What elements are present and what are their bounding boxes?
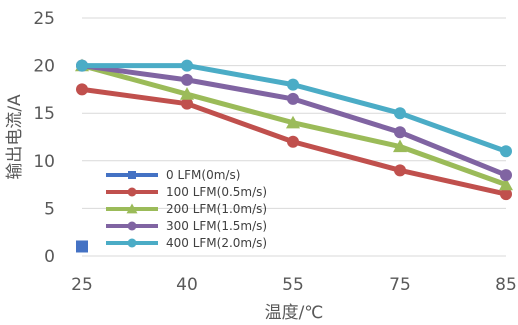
- y-tick-label: 15: [33, 104, 55, 124]
- legend-label: 200 LFM(1.0m/s): [166, 202, 267, 216]
- data-point: [181, 97, 193, 110]
- data-point: [76, 83, 88, 96]
- legend-item: 300 LFM(1.5m/s): [106, 219, 267, 233]
- legend-item: 100 LFM(0.5m/s): [106, 185, 267, 199]
- y-axis-title: 输出电流/A: [5, 94, 25, 180]
- x-axis-title: 温度/℃: [265, 303, 324, 323]
- data-point: [181, 73, 193, 86]
- y-tick-label: 0: [44, 247, 55, 267]
- x-tick-label: 75: [389, 275, 411, 295]
- data-point: [394, 107, 406, 120]
- legend-marker: [127, 187, 137, 197]
- data-point: [500, 188, 512, 201]
- series-4: [76, 59, 512, 158]
- data-point: [286, 115, 300, 129]
- legend-item: 400 LFM(2.0m/s): [106, 236, 267, 250]
- legend-item: 200 LFM(1.0m/s): [106, 202, 267, 216]
- data-point: [76, 240, 88, 253]
- y-tick-label: 25: [33, 9, 55, 29]
- data-point: [393, 139, 407, 153]
- x-tick-label: 85: [495, 275, 517, 295]
- legend-label: 400 LFM(2.0m/s): [166, 236, 267, 250]
- data-point: [287, 78, 299, 91]
- series-1: [76, 83, 512, 201]
- legend-label: 100 LFM(0.5m/s): [166, 185, 267, 199]
- data-point: [500, 145, 512, 158]
- data-point: [76, 59, 88, 72]
- x-tick-label: 25: [71, 275, 93, 295]
- data-point: [181, 59, 193, 72]
- legend-marker: [126, 203, 138, 214]
- legend-label: 0 LFM(0m/s): [166, 168, 240, 182]
- data-point: [394, 126, 406, 139]
- data-point: [287, 92, 299, 105]
- x-tick-label: 40: [176, 275, 198, 295]
- legend-item: 0 LFM(0m/s): [106, 168, 240, 182]
- data-point: [500, 169, 512, 182]
- data-point: [499, 177, 513, 191]
- data-point: [394, 164, 406, 177]
- legend-marker: [127, 221, 137, 231]
- y-tick-label: 10: [33, 152, 55, 172]
- series-2: [75, 58, 513, 191]
- series-0: [76, 240, 88, 253]
- legend-marker: [127, 238, 137, 248]
- legend-marker: [128, 171, 136, 179]
- y-tick-label: 5: [44, 199, 55, 219]
- x-tick-label: 55: [282, 275, 304, 295]
- legend: 0 LFM(0m/s) 100 LFM(0.5m/s) 200 LFM(1.0m/s…: [106, 168, 267, 250]
- data-point: [180, 87, 194, 100]
- y-tick-label: 20: [33, 57, 55, 77]
- data-point: [287, 135, 299, 148]
- legend-label: 300 LFM(1.5m/s): [166, 219, 267, 233]
